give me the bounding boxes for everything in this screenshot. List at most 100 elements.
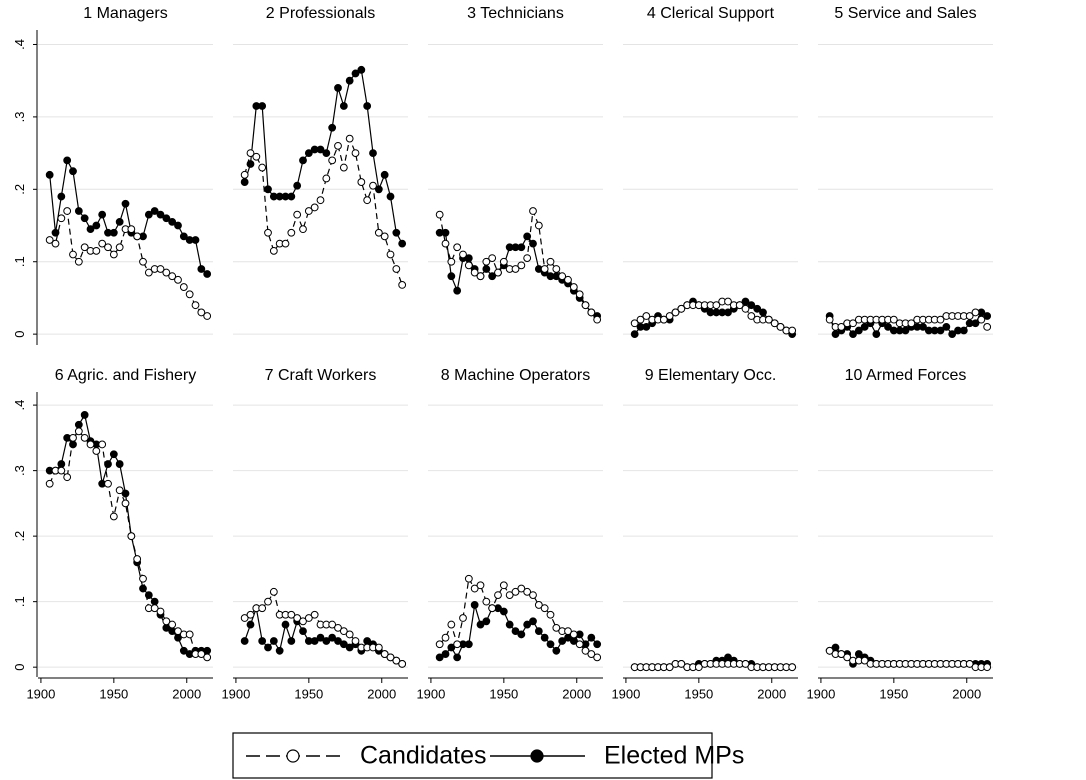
data-point bbox=[293, 210, 302, 219]
data-point bbox=[339, 627, 348, 636]
data-point bbox=[517, 584, 526, 593]
data-point bbox=[156, 265, 165, 273]
data-point bbox=[168, 620, 177, 629]
data-point bbox=[534, 221, 543, 230]
data-point bbox=[453, 286, 462, 295]
data-point bbox=[74, 420, 83, 429]
data-point bbox=[57, 466, 66, 475]
data-point bbox=[168, 217, 177, 226]
data-point bbox=[345, 630, 354, 639]
data-point bbox=[983, 322, 992, 331]
data-point bbox=[121, 489, 130, 498]
data-point bbox=[630, 330, 639, 339]
data-point bbox=[942, 322, 951, 331]
data-point bbox=[264, 597, 272, 606]
data-point bbox=[369, 181, 377, 190]
data-point bbox=[540, 633, 549, 642]
data-point bbox=[464, 261, 473, 270]
x-tick-label: 2000 bbox=[172, 686, 201, 701]
y-tick-label: .1 bbox=[12, 596, 27, 607]
data-point bbox=[517, 243, 526, 252]
data-point bbox=[139, 257, 147, 266]
panel-title: 6 Agric. and Fishery bbox=[55, 367, 196, 384]
data-point bbox=[837, 650, 846, 658]
data-point bbox=[299, 617, 307, 626]
data-point bbox=[357, 65, 366, 74]
data-point bbox=[45, 236, 54, 244]
data-point bbox=[92, 447, 101, 455]
data-point bbox=[825, 315, 834, 324]
data-point bbox=[511, 627, 520, 636]
data-point bbox=[447, 620, 456, 629]
data-point bbox=[191, 236, 200, 244]
data-point bbox=[258, 102, 267, 110]
data-point bbox=[363, 102, 372, 110]
data-point bbox=[345, 643, 354, 652]
data-point bbox=[983, 663, 992, 672]
data-point bbox=[203, 653, 212, 662]
data-point bbox=[351, 69, 360, 78]
data-point bbox=[156, 607, 165, 616]
data-point bbox=[144, 210, 153, 219]
data-point bbox=[482, 257, 491, 266]
data-point bbox=[115, 460, 124, 468]
data-point bbox=[150, 604, 159, 613]
data-point bbox=[316, 196, 325, 205]
data-point bbox=[203, 270, 212, 278]
data-point bbox=[575, 640, 584, 649]
legend-label: Candidates bbox=[360, 742, 486, 770]
data-point bbox=[51, 239, 60, 248]
data-point bbox=[630, 319, 639, 328]
data-point bbox=[98, 239, 107, 248]
data-point bbox=[575, 290, 584, 299]
data-point bbox=[552, 623, 561, 632]
data-point bbox=[269, 637, 278, 645]
data-point bbox=[246, 610, 255, 619]
series-line bbox=[244, 68, 403, 244]
data-point bbox=[162, 268, 171, 277]
data-point bbox=[552, 265, 561, 273]
data-point bbox=[642, 322, 651, 331]
data-point bbox=[470, 584, 479, 593]
x-tick-label: 2000 bbox=[562, 686, 591, 701]
data-point bbox=[948, 330, 957, 339]
data-point bbox=[57, 460, 66, 468]
data-point bbox=[74, 257, 83, 266]
data-point bbox=[759, 308, 767, 317]
data-point bbox=[109, 450, 118, 459]
data-point bbox=[197, 308, 206, 317]
data-point bbox=[965, 659, 974, 668]
data-point bbox=[523, 232, 532, 241]
data-point bbox=[517, 630, 526, 639]
data-point bbox=[529, 239, 537, 248]
panel-title: 3 Technicians bbox=[467, 5, 564, 22]
x-tick-label: 1900 bbox=[221, 686, 250, 701]
data-point bbox=[741, 304, 750, 313]
data-point bbox=[98, 210, 107, 219]
y-tick-label: 0 bbox=[12, 664, 27, 671]
data-point bbox=[374, 228, 383, 237]
data-point bbox=[246, 149, 255, 158]
data-point bbox=[558, 272, 567, 281]
data-point bbox=[374, 643, 383, 652]
data-point bbox=[304, 149, 313, 158]
panel-title: 7 Craft Workers bbox=[265, 367, 377, 384]
data-point bbox=[540, 604, 549, 613]
data-point bbox=[872, 330, 881, 339]
data-point bbox=[144, 268, 153, 277]
data-point bbox=[593, 653, 602, 662]
series-line bbox=[244, 136, 403, 286]
data-point bbox=[665, 663, 674, 672]
data-point bbox=[441, 633, 450, 642]
data-point bbox=[57, 192, 66, 201]
panel-title: 10 Armed Forces bbox=[845, 367, 967, 384]
data-point bbox=[546, 610, 555, 619]
data-point bbox=[45, 170, 54, 179]
data-point bbox=[334, 623, 342, 632]
data-point bbox=[246, 620, 255, 629]
data-point bbox=[74, 427, 83, 436]
data-point bbox=[540, 265, 549, 273]
data-point bbox=[121, 499, 130, 508]
data-point bbox=[494, 591, 502, 600]
x-tick-label: 1950 bbox=[294, 686, 323, 701]
